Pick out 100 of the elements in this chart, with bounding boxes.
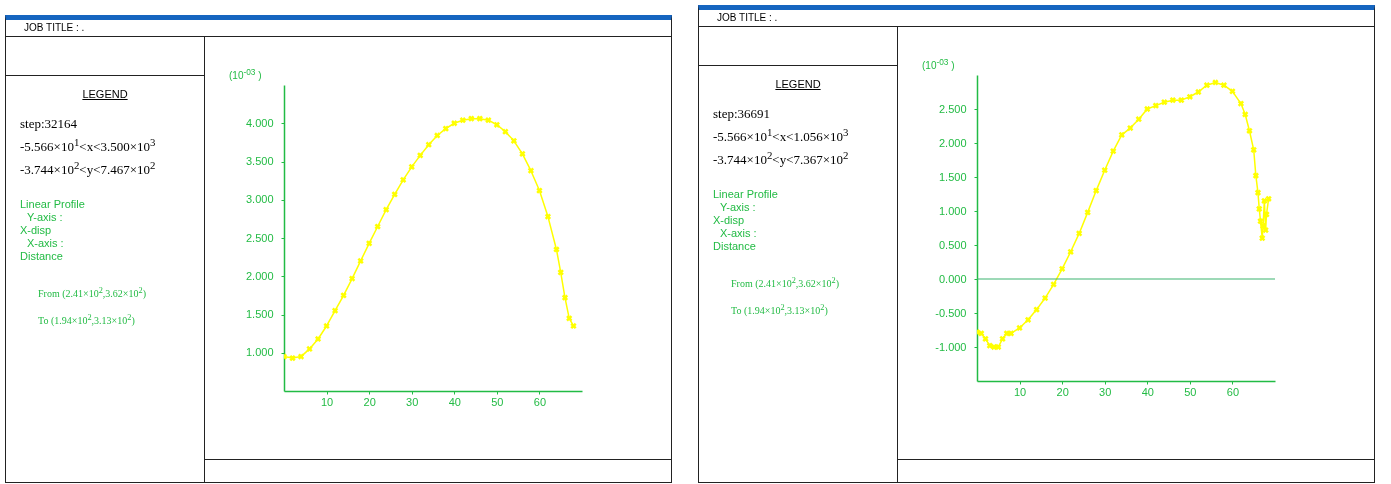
point [570,322,577,330]
y-tick-label: 1.500 [938,170,967,183]
y-tick-label: 1.000 [938,204,967,217]
point [485,117,492,124]
point [982,335,989,342]
point [425,141,432,148]
point [1135,116,1142,123]
point [561,294,569,301]
x-tick-label: 40 [448,395,461,408]
x-tick-label: 40 [1141,385,1154,398]
point [1178,97,1185,104]
point [1067,248,1074,255]
point [1256,205,1263,213]
point [1203,82,1211,89]
point [434,132,441,139]
point [314,335,322,343]
point [1265,195,1272,202]
point [1257,218,1264,225]
point [306,345,313,353]
x-tick-label: 20 [1056,385,1069,398]
point [1195,88,1202,96]
point [1059,265,1066,272]
point [557,269,564,276]
point [366,240,373,247]
point [1161,99,1168,106]
x-tick-label: 10 [320,395,334,408]
point [383,206,390,213]
point [1169,97,1176,104]
text: X-disp [20,223,53,237]
point [1041,294,1049,302]
point [331,307,339,314]
text: Distance [713,239,757,253]
point [544,213,552,220]
point [1252,172,1259,179]
y-axis-title: (10$^{-03}$ ) [229,67,262,82]
text: Y-axis : [26,210,64,224]
text: X-disp [713,213,746,227]
y-tick-label: -1.000 [935,340,967,353]
y-tick-label: 3.000 [245,193,274,206]
y-tick-label: 2.000 [245,269,274,282]
text: -3.744×10$^{2}$<y<7.367×10$^{2}$ [713,148,850,170]
point [1152,102,1159,109]
point [1101,167,1108,174]
point [1259,235,1266,242]
point [1118,131,1125,138]
point [1093,187,1100,194]
text: Y-axis : [719,200,757,214]
point [1262,226,1269,234]
y-tick-label: 1.500 [245,308,274,320]
text: JOB TITLE : . [699,10,1374,27]
y-tick-label: -0.500 [935,306,967,319]
y-tick-label: 1.000 [245,346,274,359]
point [297,353,305,360]
point [1084,209,1091,216]
x-tick-label: 30 [406,395,419,408]
text: LEGEND [81,88,129,100]
point [357,257,364,265]
point [340,292,347,299]
x-tick-label: 30 [1099,385,1112,398]
y-tick-label: 2.500 [245,231,274,244]
x-tick-label: 60 [533,395,547,408]
point [1076,230,1083,237]
y-tick-label: 2.000 [938,136,967,149]
point [1016,324,1023,332]
text: X-axis : [26,236,65,250]
x-tick-label: 20 [363,395,376,408]
point [1220,82,1228,89]
point [451,120,458,127]
text: step:32164 [20,115,79,133]
point [417,152,424,159]
point [468,115,475,122]
point [1246,127,1253,134]
text: Distance [20,249,64,263]
text: JOB TITLE : . [6,20,671,37]
point [1242,111,1249,118]
x-tick-label: 10 [1013,385,1027,398]
point [391,191,398,198]
point [323,322,330,330]
y-axis-title: (10$^{-03}$ ) [922,57,955,72]
point [289,354,296,362]
point [1237,100,1245,107]
point [400,176,407,183]
x-tick-label: 50 [491,395,504,408]
x-tick-label: 60 [1226,385,1240,398]
point [999,335,1006,342]
point [408,163,415,170]
text: To (1.94×10$^{2}$,3.13×10$^{2}$) [730,302,829,319]
point [348,275,356,282]
point [1250,146,1257,153]
point [1144,105,1151,113]
text: Linear Profile [713,187,779,201]
y-tick-label: 2.500 [938,102,967,115]
point [476,115,483,122]
text: step:36691 [713,105,772,123]
point [566,315,573,322]
text: -3.744×10$^{2}$<y<7.467×10$^{2}$ [20,158,157,180]
text: Linear Profile [20,197,86,211]
y-tick-label: 3.500 [245,155,274,167]
point [995,343,1002,351]
point [493,121,500,128]
